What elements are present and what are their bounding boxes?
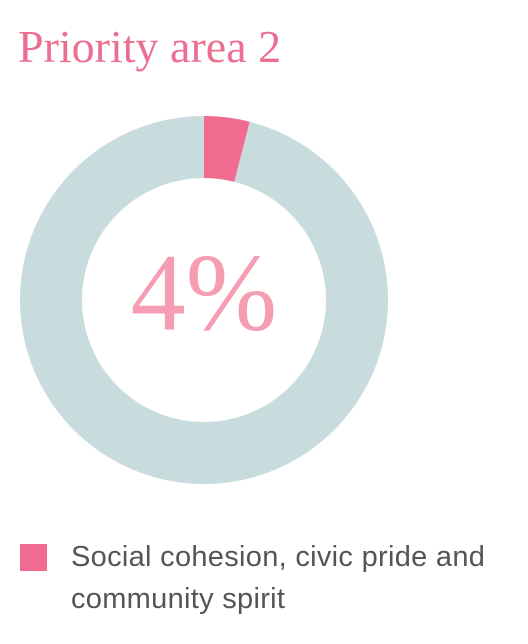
chart-title: Priority area 2 xyxy=(18,21,281,72)
legend-swatch xyxy=(20,544,47,571)
chart: Priority area 2 4% xyxy=(18,21,388,484)
legend-item: Social cohesion, civic pride and communi… xyxy=(20,536,520,620)
donut-slice xyxy=(204,116,250,182)
donut-slice xyxy=(19,116,388,484)
legend-label: Social cohesion, civic pride and communi… xyxy=(71,541,486,615)
center-label: 4% xyxy=(131,231,278,353)
legend: Social cohesion, civic pride and communi… xyxy=(20,536,520,620)
